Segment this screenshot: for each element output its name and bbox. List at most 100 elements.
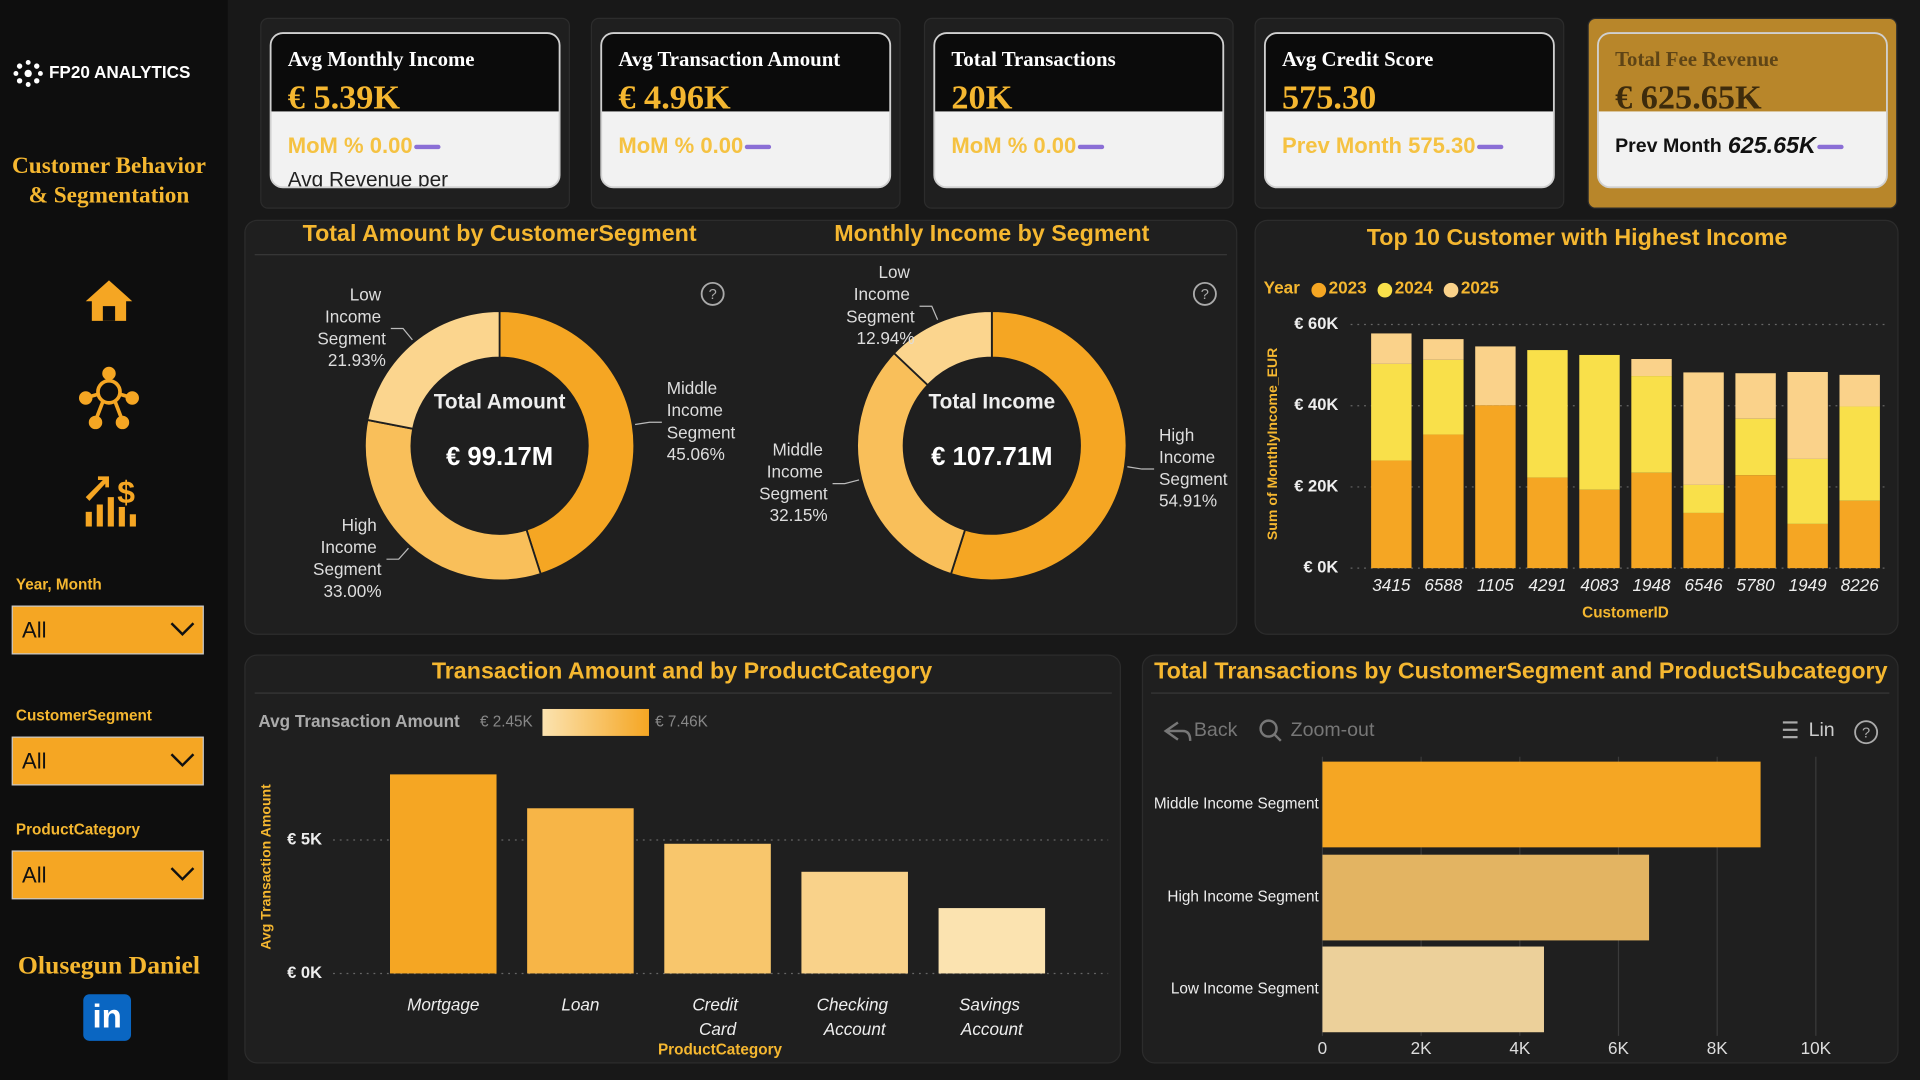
kpi-value: 20K [951,78,1012,116]
filter-label: ProductCategory [16,821,141,838]
kpi-sub-value: 575.30 [1408,133,1475,158]
y-axis-label: Avg Transaction Amount [258,784,274,950]
bar-segment [1735,475,1776,569]
filter-label: Year, Month [16,576,102,593]
donut-segment [364,418,542,582]
bar [527,808,634,974]
x-tick-label: Mortgage [407,994,479,1014]
kpi-value: € 4.96K [618,78,731,116]
kpi-sub: Prev Month 575.30 [1282,133,1475,158]
donut-value-label: 45.06% [667,444,725,464]
home-icon[interactable] [85,280,133,321]
bar-segment [1735,418,1776,476]
y-tick-label: Low Income Segment [1171,980,1320,997]
kpi-value: 575.30 [1282,78,1376,116]
view-label: Lin [1809,719,1835,741]
donut-label: Middle Income Segment [759,439,828,503]
chart-title: Transaction Amount and by ProductCategor… [432,657,932,683]
legend-label: 2023 [1329,278,1367,298]
y-tick-label: € 40K [1294,395,1338,414]
x-tick-label: 8226 [1841,575,1880,595]
revenue-icon[interactable]: $ [85,474,136,527]
color-scale-title: Avg Transaction Amount [258,711,460,731]
donut-segment [892,310,993,387]
y-tick-label: € 20K [1294,476,1338,495]
zoom-icon [1259,719,1278,738]
kpi-sub-value: 625.65K [1728,132,1818,158]
x-tick-label: 8K [1707,1038,1729,1058]
leader-line [386,547,409,560]
view-button[interactable]: Lin [1782,719,1835,741]
kpi-sub: MoM % 0.00 [288,133,413,158]
filter-value: All [22,863,46,888]
kpi-sub-label: MoM % [951,133,1027,158]
chart-title: Total Transactions by CustomerSegment an… [1154,657,1887,683]
segmentation-icon[interactable] [78,366,139,430]
bar-segment [1631,376,1672,473]
kpi-value: € 5.39K [288,78,401,116]
leader-line [634,421,662,426]
x-tick-label: 1948 [1632,575,1671,595]
bar-segment [1787,372,1828,459]
bar [938,908,1046,974]
legend-swatch [1377,282,1393,298]
kpi-card: Total Fee Revenue € 625.65K Prev Month 625.… [1597,33,1887,188]
zoom-out-button[interactable]: Zoom-out [1259,719,1375,742]
kpi-card: Total Transactions 20K MoM % 0.00 [934,33,1224,188]
bar-segment [1527,477,1568,569]
x-tick-label: 10K [1801,1038,1832,1058]
color-scale-min: € 2.45K [480,713,534,730]
donut-segment [856,351,967,576]
x-tick-label: 4291 [1528,575,1566,595]
filter-label: CustomerSegment [16,707,152,724]
back-button[interactable]: Back [1163,719,1238,741]
chevron [170,867,195,881]
y-tick-label: € 5K [287,829,322,848]
donut-center-value: € 107.71M [931,443,1052,471]
y-tick-label: High Income Segment [1167,889,1319,906]
x-tick-label: Loan [561,994,599,1014]
help-icon [1854,720,1879,745]
chevron [170,753,195,768]
donut-center-value: € 99.17M [446,443,553,471]
x-tick-label: 6588 [1424,575,1463,595]
zoom-label: Zoom-out [1291,719,1375,741]
filter-box [11,850,204,900]
donut-value-label: 33.00% [323,581,381,601]
x-axis-label: ProductCategory [658,1042,783,1059]
kpi-bottom [601,111,891,188]
help-icon [700,281,725,306]
bar-segment [1527,350,1568,478]
x-tick-label: 3415 [1372,575,1411,595]
filter-box [11,605,204,655]
bar-segment [1475,346,1516,406]
y-tick-label: Middle Income Segment [1154,796,1320,813]
y-tick-label: € 0K [287,963,322,982]
bar-segment [1579,489,1620,569]
bar-segment [1371,333,1412,364]
kpi-border [269,32,561,189]
legend-label: 2024 [1395,278,1434,298]
y-tick-label: € 60K [1294,314,1338,333]
linkedin-icon[interactable] [83,994,132,1041]
help-glyph: ? [1862,725,1870,741]
bar-segment [1735,373,1776,419]
x-tick-label: 2K [1411,1038,1433,1058]
bar [664,843,771,974]
help-icon [1192,281,1217,306]
kpi-sub-value: 0.00 [370,133,413,158]
kpi-card: Avg Transaction Amount € 4.96K MoM % 0.00 [601,33,891,188]
filter-dropdown[interactable]: All [11,736,204,786]
dollar-glyph: $ [117,474,135,510]
kpi-title: Avg Credit Score [1282,47,1433,71]
filter-dropdown[interactable]: All [11,605,204,655]
bar-segment [1371,363,1412,461]
help-glyph: ? [709,287,717,303]
filter-dropdown[interactable]: All [11,850,204,900]
leader-line [832,479,860,485]
zoom-handle [1273,733,1282,742]
donut-center-label: Total Amount [434,390,566,413]
kpi-note: Avg Revenue per [288,169,448,192]
bar-segment [1371,460,1412,569]
